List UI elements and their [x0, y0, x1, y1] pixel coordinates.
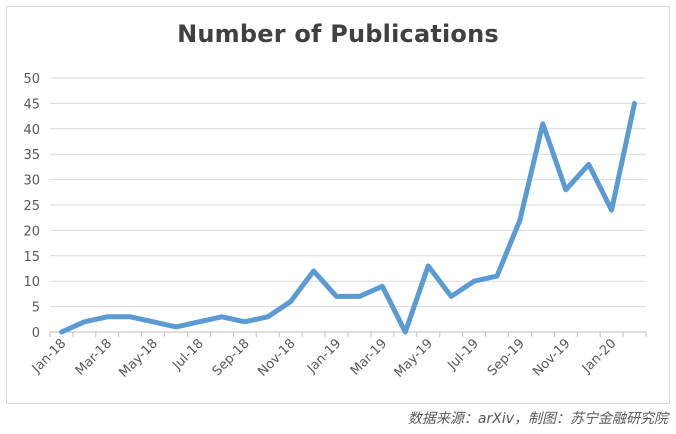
x-tick-label: May-19: [392, 336, 436, 380]
y-tick-label: 10: [23, 275, 40, 290]
source-note: 数据来源：arXiv，制图：苏宁金融研究院: [407, 411, 668, 427]
x-tick-label: May-18: [117, 336, 161, 380]
y-tick-label: 0: [32, 326, 40, 341]
x-tick-label: Jul-18: [169, 336, 206, 373]
y-tick-label: 5: [32, 301, 40, 316]
y-tick-label: 20: [23, 224, 40, 239]
chart-title: Number of Publications: [177, 20, 499, 48]
x-tick-label: Sep-18: [210, 336, 253, 379]
y-tick-label: 50: [23, 72, 40, 87]
series-line: [59, 100, 637, 335]
x-tick-label: Nov-19: [530, 336, 573, 379]
y-tick-label: 25: [23, 199, 40, 214]
x-tick-label: Jan-18: [29, 336, 70, 377]
x-tick-label: Mar-18: [73, 336, 115, 378]
x-tick-label: Jan-20: [579, 336, 620, 377]
x-tick-label: Mar-19: [348, 336, 390, 378]
x-tick-label: Sep-19: [485, 336, 528, 379]
y-tick-label: 30: [23, 174, 40, 189]
y-tick-label: 40: [23, 123, 40, 138]
x-tick-label: Jan-19: [304, 336, 345, 377]
y-tick-label: 35: [23, 148, 40, 163]
y-tick-label: 45: [23, 97, 40, 112]
x-tick-label: Nov-18: [255, 336, 298, 379]
x-tick-label: Jul-19: [444, 336, 481, 373]
y-tick-label: 15: [23, 250, 40, 265]
